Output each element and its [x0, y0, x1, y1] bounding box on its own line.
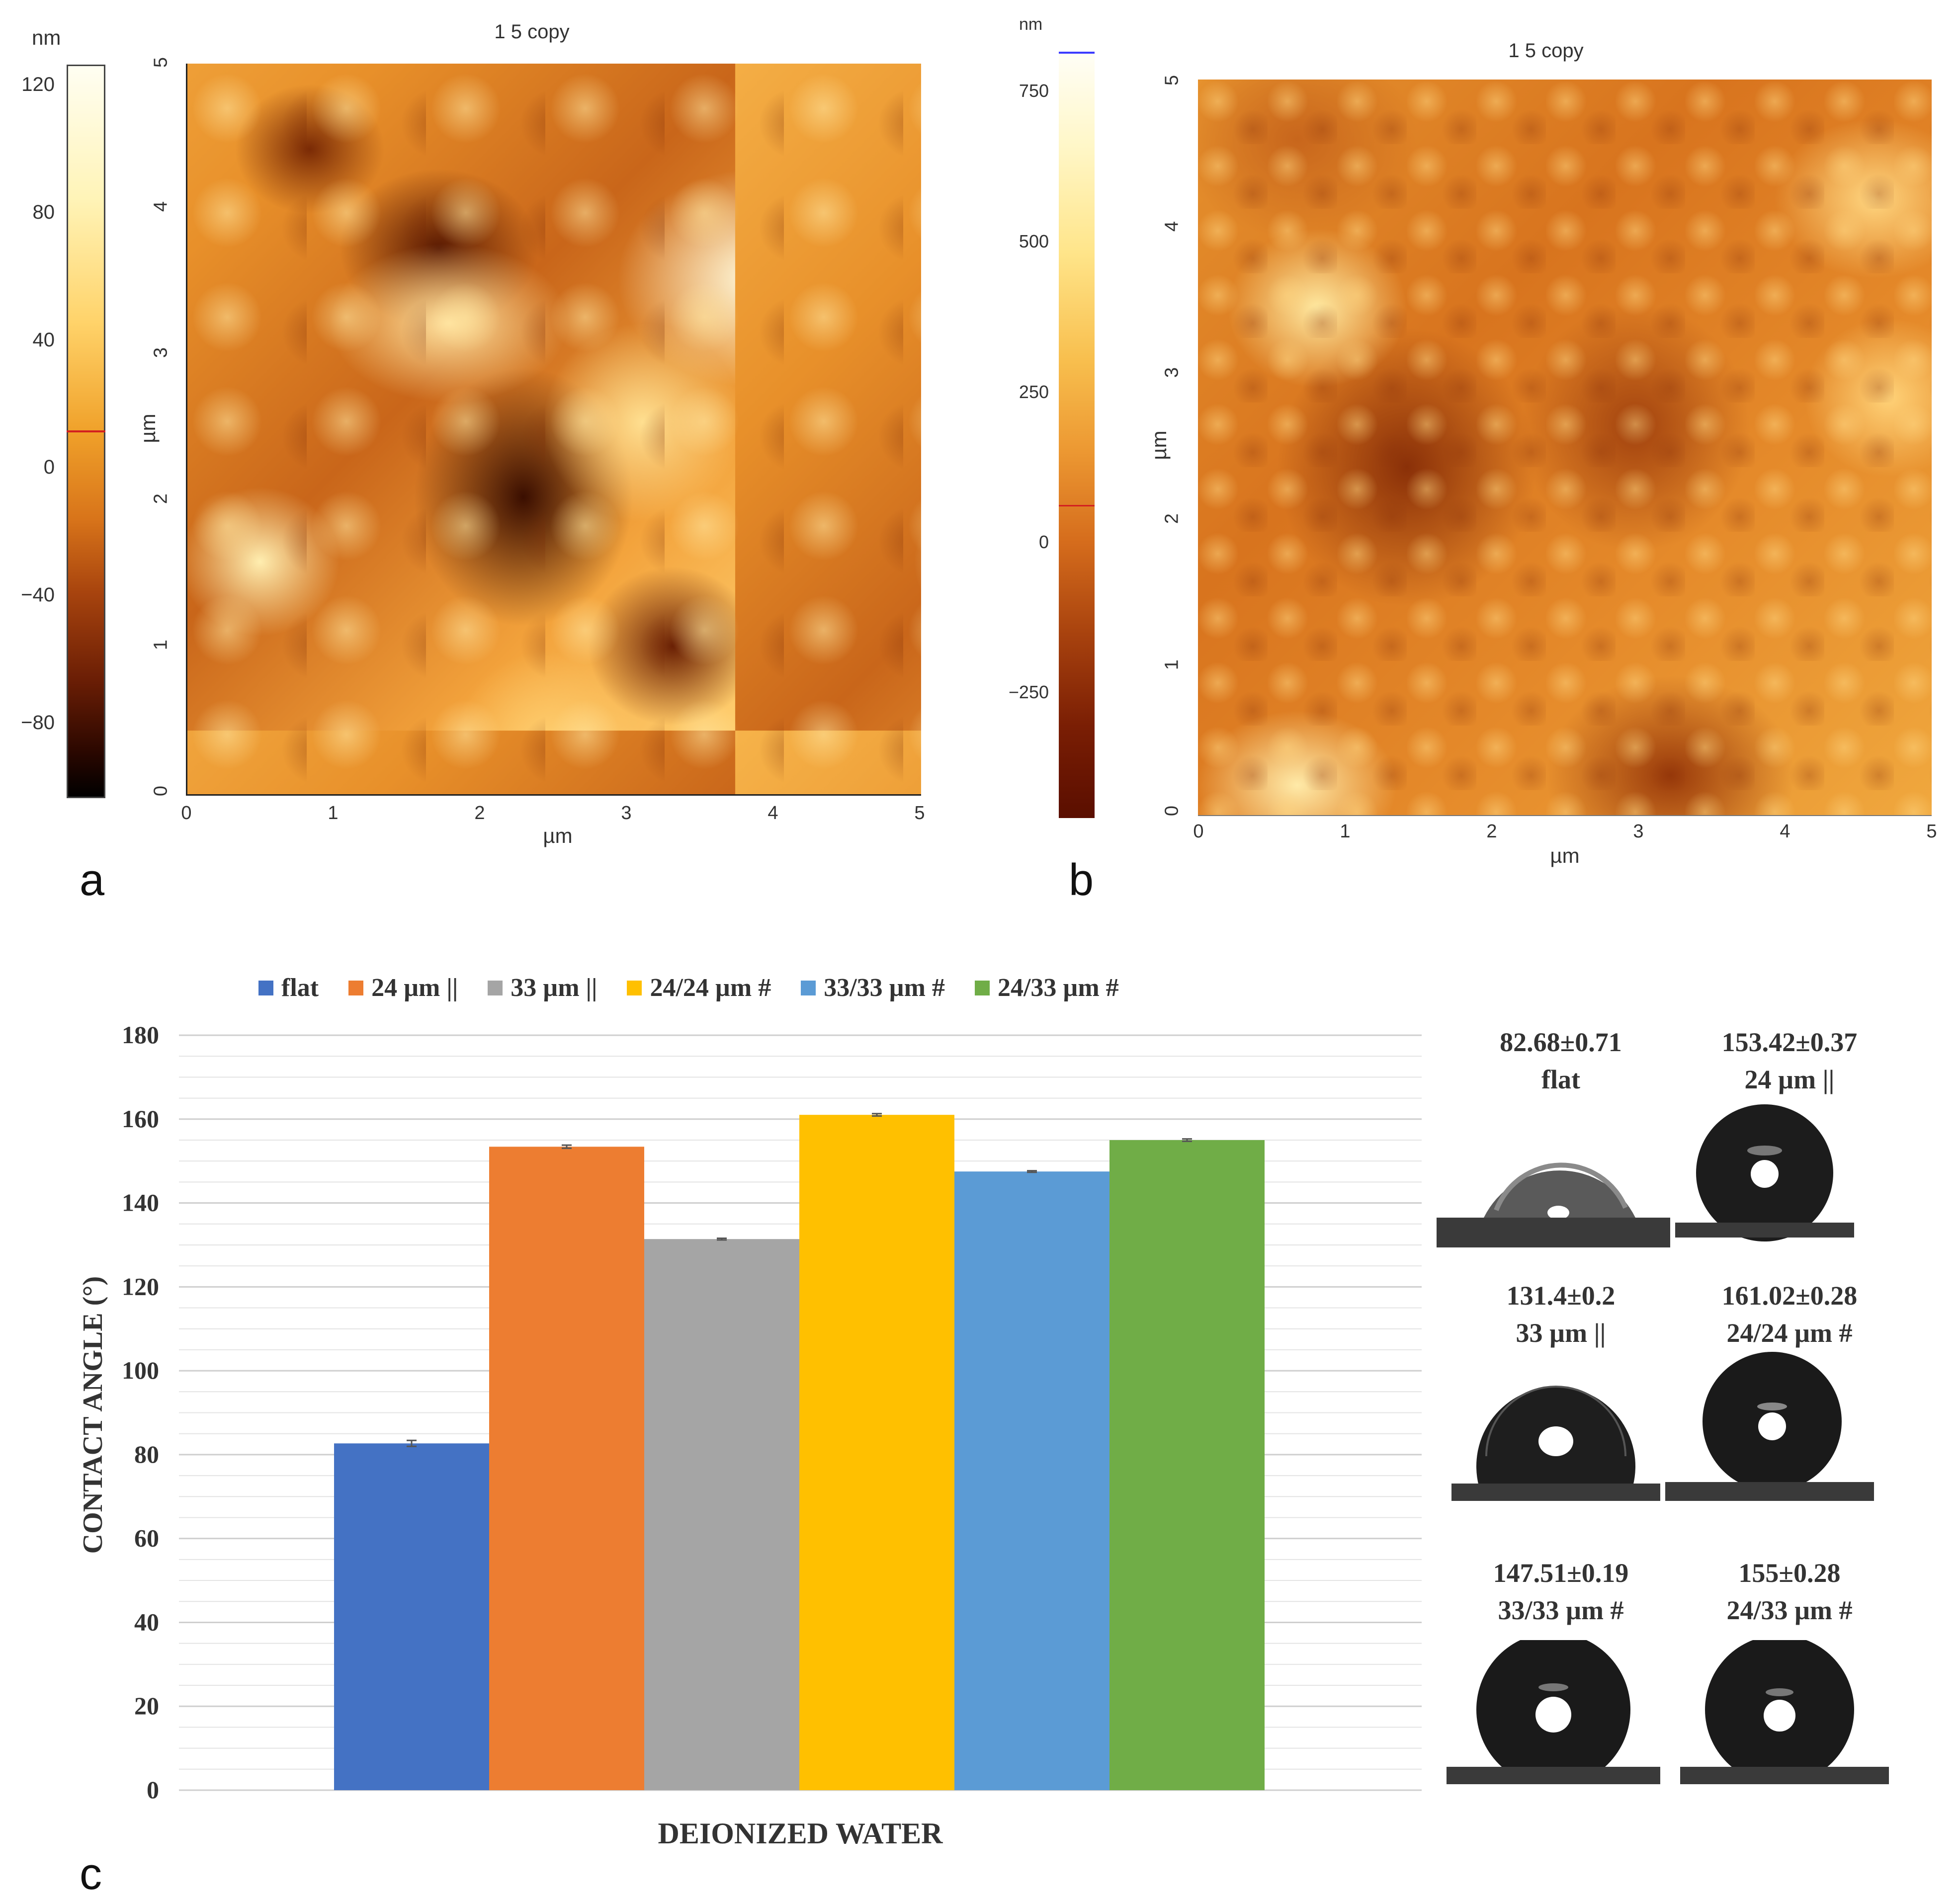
- legend-swatch-33-parallel: [488, 980, 503, 995]
- bar-chart-plot: 0 20 40 60 80 100 120 140 160 180: [122, 1021, 1422, 1804]
- y-tick-label: 60: [134, 1524, 159, 1552]
- droplet-image-flat: [1437, 1123, 1670, 1247]
- afm-a-ytick: 3: [150, 347, 171, 358]
- colorbar-a-tick: 40: [32, 329, 55, 351]
- panel-letter-b: b: [1069, 855, 1094, 905]
- droplet-caption: 131.4±0.2 33 µm ||: [1506, 1281, 1616, 1348]
- afm-a-ytick: 2: [150, 493, 171, 504]
- afm-b-ytick: 5: [1161, 75, 1183, 86]
- afm-a-ytick: 0: [150, 785, 171, 797]
- legend-item: 24/33 µm #: [974, 973, 1119, 1002]
- afm-b-xtick: 5: [1926, 821, 1937, 842]
- colorbar-b-top-marker: [1059, 52, 1095, 54]
- afm-a-xtick: 2: [474, 803, 485, 824]
- legend-swatch-24-parallel: [348, 980, 364, 995]
- droplet-caption: 155±0.28 24/33 µm #: [1726, 1558, 1853, 1625]
- colorbar-b-tick: −250: [1008, 682, 1049, 702]
- bar-1: [489, 1147, 644, 1790]
- afm-b-ytick: 0: [1161, 805, 1183, 817]
- legend-swatch-33-33-cross: [801, 980, 816, 995]
- droplet-image-24-parallel: [1675, 1103, 1854, 1247]
- afm-b-ytick: 4: [1161, 221, 1183, 232]
- afm-b-xtick: 1: [1340, 821, 1351, 842]
- afm-a-xtick: 3: [621, 803, 632, 824]
- afm-a-image: [186, 64, 921, 796]
- bar-4: [954, 1171, 1109, 1790]
- afm-b-xlabel: µm: [1550, 844, 1580, 867]
- afm-b-ytick: 2: [1161, 513, 1183, 524]
- afm-a-ylabel: µm: [136, 413, 160, 443]
- afm-a-xtick: 1: [328, 803, 339, 824]
- legend-item: 24 µm ||: [348, 973, 458, 1002]
- bar-3: [799, 1115, 954, 1790]
- legend-swatch-24-33-cross: [974, 980, 990, 995]
- droplet-image-24-24-cross: [1665, 1352, 1874, 1501]
- droplet-caption: 153.42±0.37 24 µm ||: [1721, 1027, 1858, 1094]
- afm-b-xtick: 3: [1633, 821, 1644, 842]
- colorbar-b-tick: 500: [1019, 231, 1049, 251]
- panel-letter-c: c: [80, 1849, 102, 1899]
- y-tick-label: 160: [122, 1105, 159, 1133]
- droplet-caption: 147.51±0.19 33/33 µm #: [1493, 1558, 1629, 1625]
- colorbar-b-unit: nm: [1019, 15, 1043, 34]
- afm-a-ytick: 5: [150, 57, 171, 68]
- y-tick-label: 0: [147, 1776, 159, 1804]
- afm-b-ylabel: µm: [1147, 430, 1171, 460]
- y-tick-label: 40: [134, 1608, 159, 1636]
- bar-5: [1109, 1140, 1265, 1790]
- droplet-image-24-33-cross: [1680, 1640, 1889, 1784]
- y-tick-label: 80: [134, 1440, 159, 1468]
- legend-item: 33/33 µm #: [801, 973, 945, 1002]
- colorbar-a-tick: −80: [21, 712, 55, 734]
- afm-a-xtick: 4: [767, 803, 778, 824]
- legend-item: 24/24 µm #: [627, 973, 771, 1002]
- afm-a-ytick: 4: [150, 201, 171, 212]
- droplet-image-33-parallel: [1451, 1362, 1660, 1501]
- droplet-caption: 82.68±0.71 flat: [1500, 1027, 1622, 1094]
- legend-item: 33 µm ||: [488, 973, 597, 1002]
- afm-a-title: 1 5 copy: [494, 21, 570, 43]
- y-tick-label: 100: [122, 1356, 159, 1384]
- droplet-caption: 161.02±0.28 24/24 µm #: [1721, 1281, 1858, 1348]
- afm-b-xtick: 4: [1780, 821, 1790, 842]
- colorbar-a-marker: [67, 430, 105, 432]
- bar-2: [644, 1239, 799, 1790]
- afm-a-xlabel: µm: [543, 824, 573, 847]
- colorbar-b: [1059, 54, 1095, 818]
- panel-letter-a: a: [80, 855, 105, 905]
- legend-swatch-flat: [258, 980, 273, 995]
- y-tick-label: 140: [122, 1189, 159, 1217]
- bar-0: [334, 1443, 489, 1790]
- y-tick-label: 120: [122, 1272, 159, 1300]
- colorbar-a-tick: 120: [21, 74, 55, 95]
- colorbar-a-tick: 80: [32, 201, 55, 223]
- afm-b-title: 1 5 copy: [1508, 40, 1584, 62]
- chart-xlabel: DEIONIZED WATER: [658, 1817, 943, 1850]
- colorbar-b-tick: 750: [1019, 81, 1049, 101]
- afm-b-xtick: 0: [1193, 821, 1204, 842]
- afm-b-ytick: 1: [1161, 659, 1183, 670]
- legend-swatch-24-24-cross: [627, 980, 642, 995]
- y-tick-label: 20: [134, 1692, 159, 1720]
- afm-a-xtick: 0: [181, 803, 192, 824]
- y-tick-label: 180: [122, 1021, 159, 1049]
- chart-ylabel: CONTACT ANGLE (°): [78, 1276, 108, 1554]
- chart-legend: flat 24 µm || 33 µm || 24/24 µm # 33/33 …: [258, 973, 1149, 1002]
- afm-b-ytick: 3: [1161, 367, 1183, 378]
- colorbar-a-tick: −40: [21, 584, 55, 606]
- droplet-image-33-33-cross: [1447, 1640, 1660, 1784]
- afm-a-ytick: 1: [150, 639, 171, 651]
- afm-a-xtick: 5: [914, 803, 925, 824]
- colorbar-a-tick: 0: [43, 456, 55, 478]
- afm-b-image: [1198, 80, 1932, 816]
- colorbar-b-marker: [1059, 505, 1095, 506]
- colorbar-b-tick: 0: [1038, 532, 1049, 552]
- legend-item: flat: [258, 973, 319, 1002]
- colorbar-a-unit: nm: [32, 26, 61, 49]
- afm-b-xtick: 2: [1486, 821, 1497, 842]
- colorbar-b-tick: 250: [1019, 382, 1049, 402]
